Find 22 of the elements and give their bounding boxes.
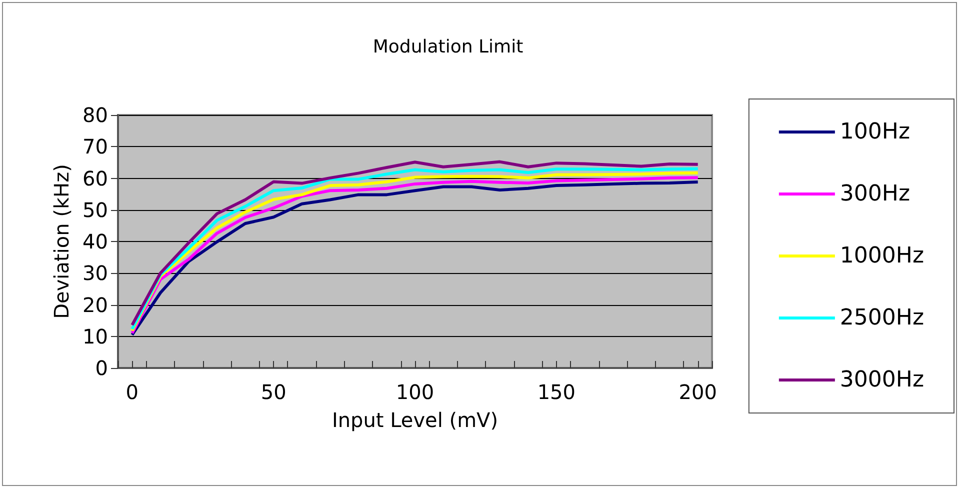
legend-label: 3000Hz <box>840 368 924 392</box>
x-tick-label: 50 <box>260 380 286 404</box>
chart-title: Modulation Limit <box>372 36 524 58</box>
x-axis-title: Input Level (mV) <box>332 408 498 432</box>
x-tick-label: 100 <box>396 380 434 404</box>
y-tick-label: 10 <box>82 324 108 348</box>
y-tick-label: 70 <box>82 134 108 159</box>
x-tick-label: 0 <box>126 380 139 404</box>
y-tick-label: 60 <box>82 166 108 190</box>
y-tick-label: 40 <box>82 230 108 254</box>
x-tick-label: 200 <box>678 380 717 404</box>
y-tick-label: 80 <box>82 103 108 127</box>
y-tick-label: 30 <box>82 261 108 286</box>
y-tick-label: 50 <box>82 198 108 222</box>
legend-label: 300Hz <box>840 182 910 206</box>
y-tick-label: 20 <box>82 292 108 317</box>
legend-label: 1000Hz <box>840 244 924 268</box>
x-tick-label: 150 <box>537 380 576 404</box>
legend-label: 2500Hz <box>840 306 924 330</box>
y-axis-title: Deviation (kHz) <box>50 164 74 319</box>
y-tick-label: 0 <box>95 356 108 380</box>
legend-label: 100Hz <box>840 120 910 144</box>
